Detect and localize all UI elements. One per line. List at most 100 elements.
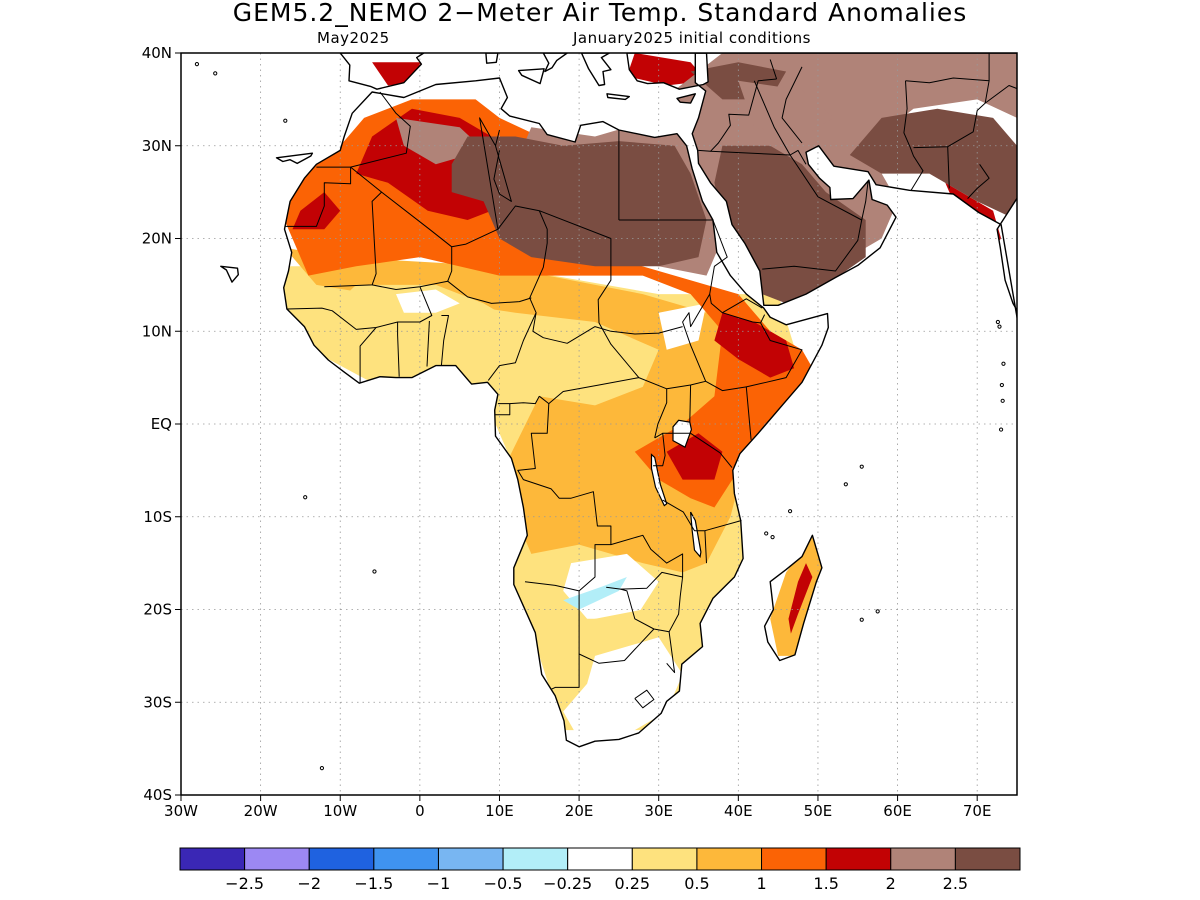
gridlines [181,53,1017,795]
anomaly-region [788,563,813,634]
country-border [350,91,411,168]
country-border [324,191,382,288]
colorbar-swatch [954,847,1021,871]
land-mask [1055,333,1072,367]
country-border [610,326,683,335]
anomaly-region [396,289,460,313]
coastline [485,53,499,64]
lon-tick-label: 10W [323,802,357,820]
coastline [676,93,696,104]
coastline [763,534,823,662]
lat-tick-label: EQ [151,415,172,433]
colorbar-label: 0.25 [614,874,650,893]
colorbar-label: −1.5 [354,874,393,893]
island [283,118,288,123]
island [859,617,864,622]
lon-tick-label: 60E [883,802,912,820]
country-border [753,80,791,156]
anomaly-region [714,145,866,304]
land-anomaly-fill [283,53,1072,747]
country-border [654,388,668,439]
country-border [709,219,763,314]
country-border [666,631,676,674]
island [303,495,308,500]
colorbar-swatch [308,847,375,871]
lat-tick-label: 40N [142,44,172,62]
colorbar-swatch [373,847,439,871]
country-border [493,145,512,202]
country-border [861,180,869,221]
country-border [550,590,580,690]
colorbar-swatch [761,847,827,871]
coastline [275,152,314,165]
lon-tick-label: 20W [244,802,278,820]
island [372,569,377,574]
colorbar-swatch [502,847,569,871]
anomaly-region [292,303,357,350]
anomaly-region [451,136,707,267]
colorbar-swatch [437,847,504,871]
colorbar-label: −0.5 [484,874,523,893]
anomaly-region [849,108,1017,220]
country-border [509,395,540,405]
country-border [426,320,430,367]
island [999,382,1004,388]
country-border [682,293,711,382]
country-border [578,628,655,664]
anomaly-region [316,284,532,360]
lon-tick-label: 30E [644,802,673,820]
lon-tick-label: 50E [804,802,833,820]
colorbar-label: 1 [756,874,766,893]
map-title: GEM5.2_NEMO 2−Meter Air Temp. Standard A… [232,0,968,27]
country-border [372,246,453,290]
anomaly-region [714,312,795,378]
country-border [538,377,639,405]
country-border [397,322,400,377]
lon-tick-label: 20E [565,802,594,820]
land-mask [485,53,498,64]
colorbar-label: −2.5 [225,874,264,893]
colorbar-swatch [825,847,892,871]
country-border [689,384,692,423]
colorbar-swatch [696,847,763,871]
country-border [760,314,766,324]
island [764,531,769,536]
country-border [487,312,537,381]
island [194,62,200,67]
country-border [359,327,377,384]
country-border [517,403,612,592]
coastline [691,53,1017,322]
initial-conditions: January2025 initial conditions [573,29,811,47]
latitude-axis: 40N 30N 20N 10N EQ 10S 20S 30S 40S [142,44,181,804]
forecast-month: May2025 [317,29,390,47]
country-border [440,315,449,366]
anomaly-region [563,637,683,740]
lon-tick-label: 10E [485,802,514,820]
country-border [620,576,684,633]
coastline [339,53,425,90]
island [213,71,218,76]
lat-tick-label: 40S [143,786,172,804]
anomaly-region [626,53,707,86]
coastline [606,93,630,101]
country-border [494,403,511,416]
island [843,482,848,487]
coastline [517,68,545,85]
coastline [580,53,612,87]
coastline [220,265,239,283]
lon-tick-label: 70E [963,802,992,820]
colorbar-swatch [567,847,633,871]
lat-tick-label: 10S [143,508,172,526]
island [1001,361,1006,366]
coastline [283,77,829,748]
coastline [1055,333,1072,367]
coastline [542,53,568,73]
country-border [769,59,778,80]
lat-tick-label: 20N [142,230,172,248]
country-border [903,80,924,191]
anomaly-region [738,80,834,137]
lake [690,511,702,558]
lake [650,453,668,507]
country-border [913,80,990,149]
